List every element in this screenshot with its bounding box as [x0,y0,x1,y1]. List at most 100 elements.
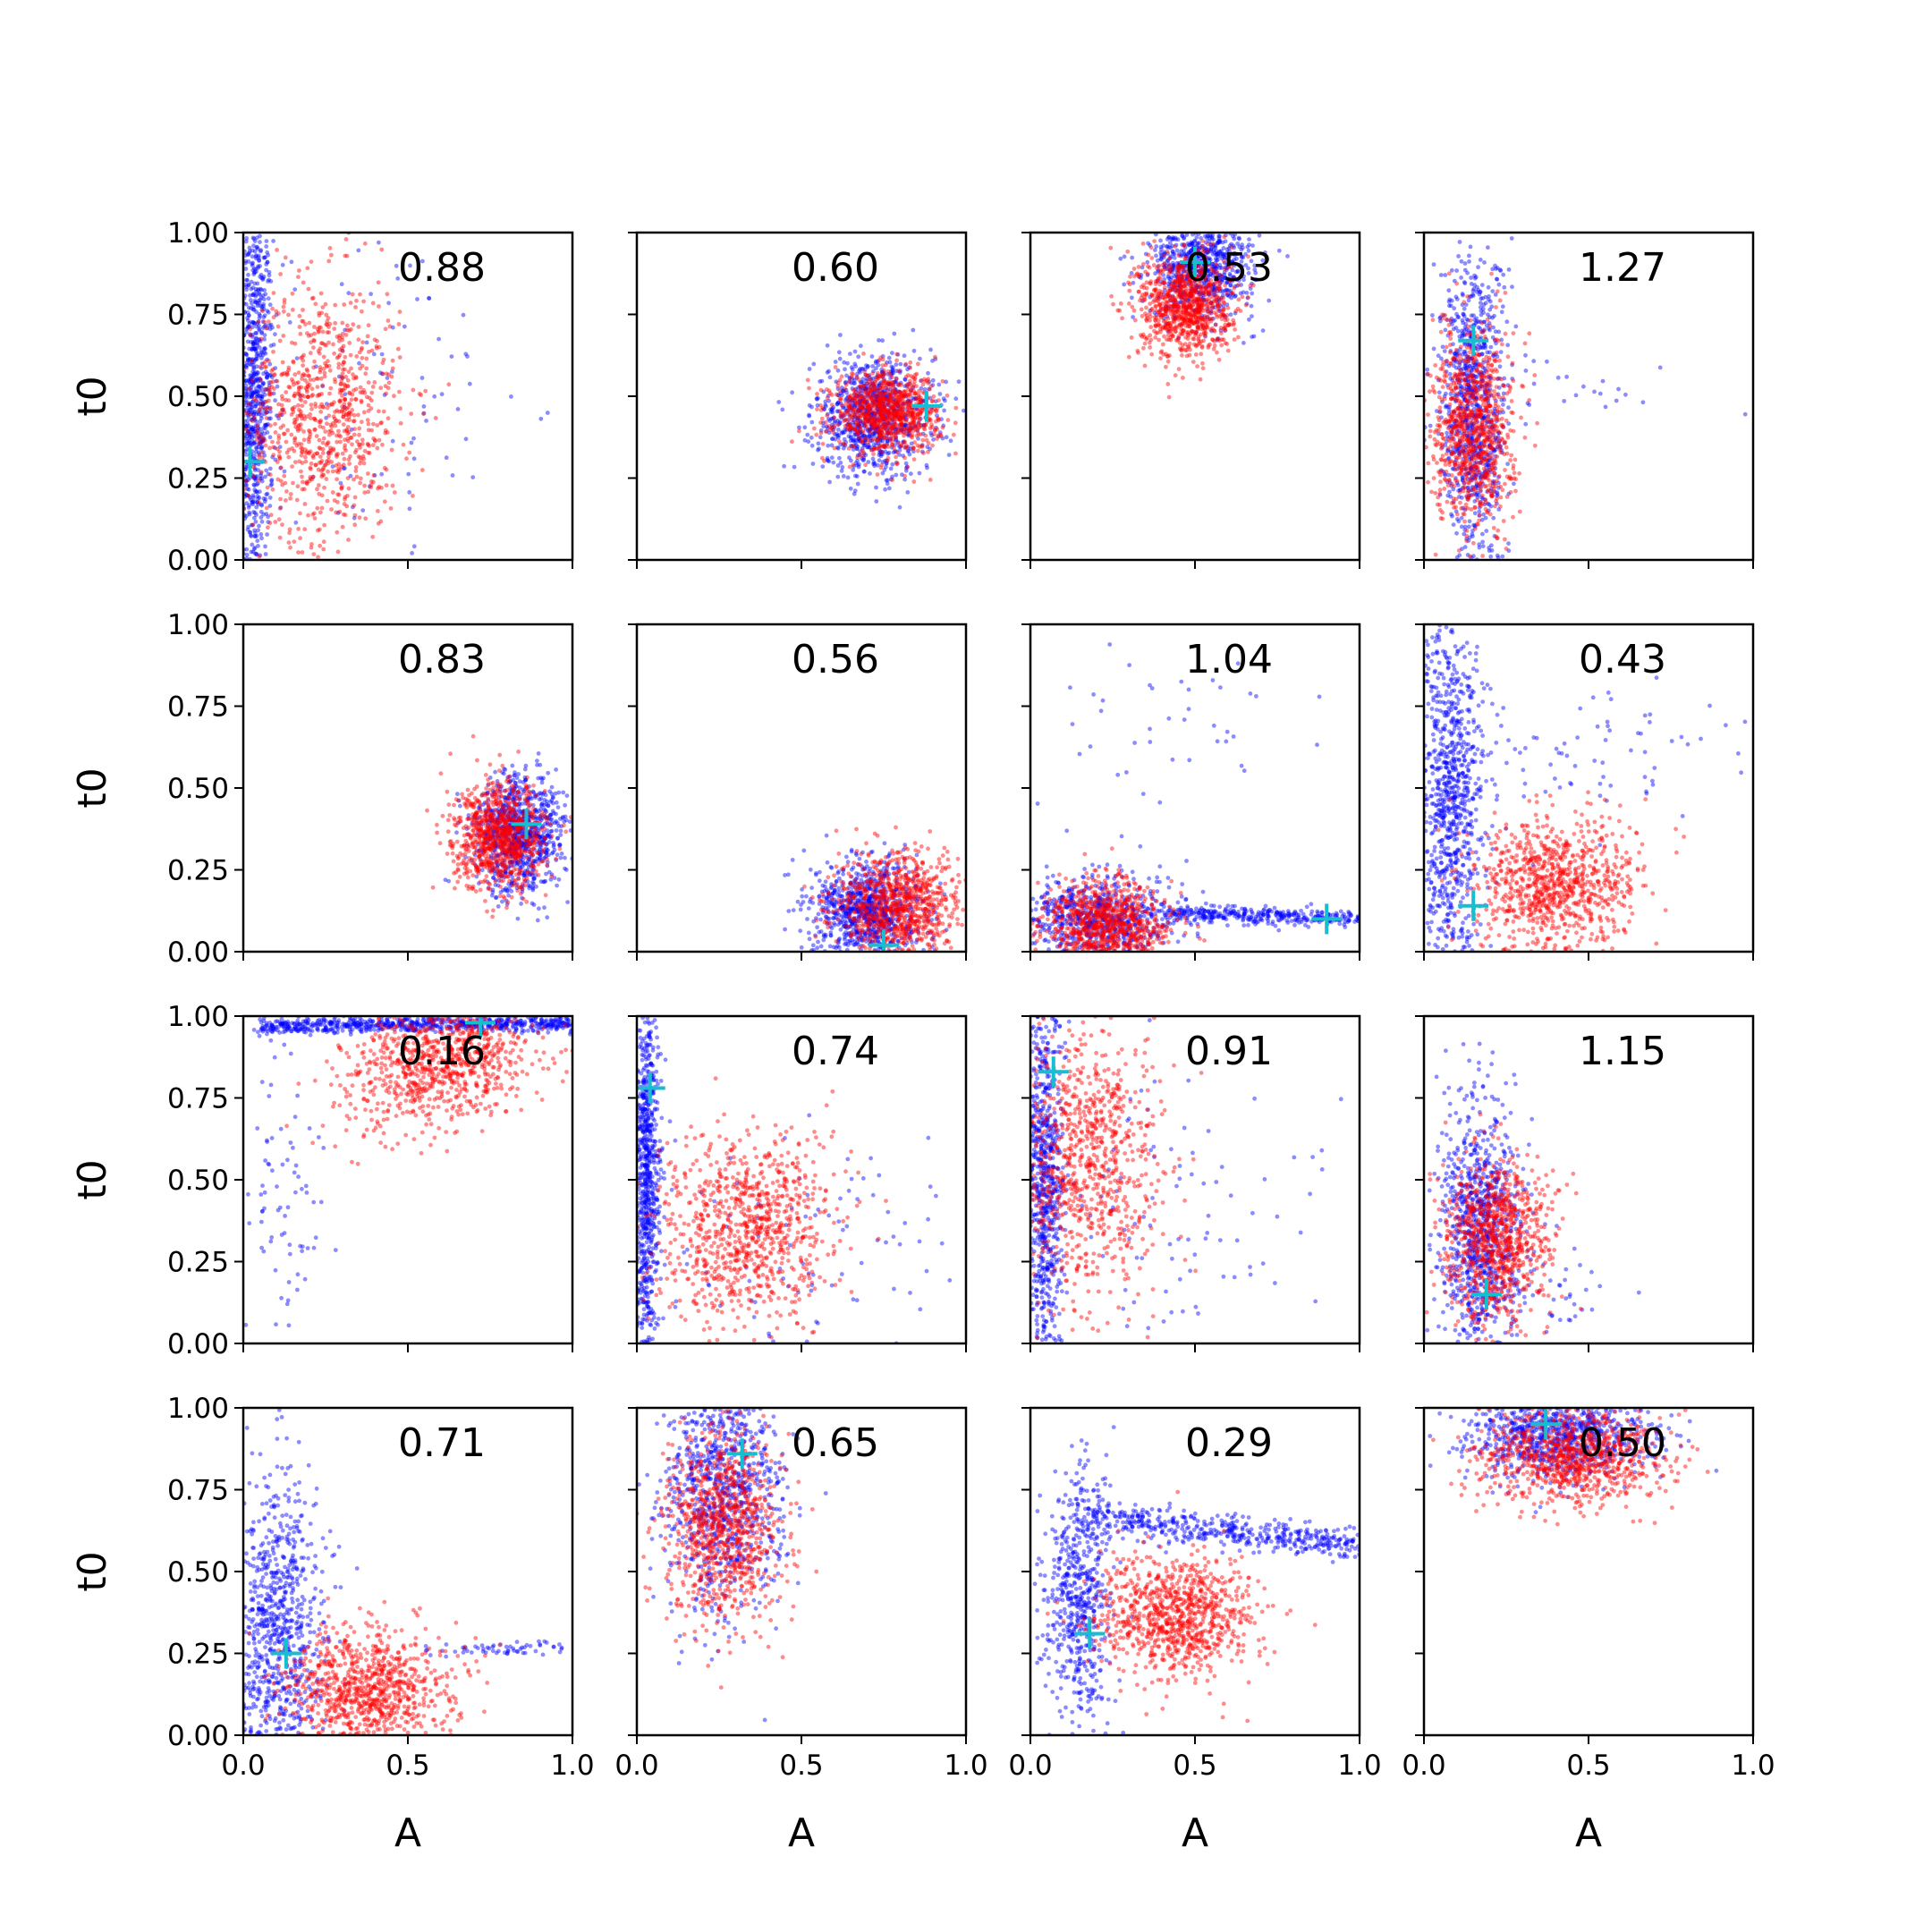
red-series-point [337,333,343,338]
blue-series-point [1205,262,1210,267]
red-series-point [267,392,272,397]
blue-series-point [851,409,856,414]
red-series-point [268,513,274,518]
blue-series-point [379,352,385,357]
blue-series-point [1240,242,1244,248]
red-series-point [918,411,923,417]
blue-series-point [895,382,901,387]
blue-series-point [928,347,933,352]
red-series-point [1205,302,1210,307]
blue-series-point [243,424,249,429]
red-series-point [900,420,904,426]
blue-series-point [253,300,258,305]
blue-series-point [1197,269,1202,274]
blue-series-point [267,373,273,378]
red-series-point [336,462,342,467]
red-series-point [914,433,919,438]
red-series-point [257,408,262,413]
red-series-point [264,399,268,404]
red-series-point [874,419,878,424]
blue-series-point [1237,244,1242,250]
blue-series-point [867,375,872,380]
blue-series-point [1249,303,1254,309]
blue-series-point [255,428,260,434]
red-series-point [264,364,268,369]
blue-series-point [834,379,839,385]
blue-series-point [249,428,254,433]
red-series-point [886,402,891,407]
red-series-point [297,325,302,329]
red-series-point [273,520,278,524]
blue-series-point [1130,295,1134,301]
red-series-point [818,402,823,408]
blue-series-point [1182,290,1187,295]
red-series-point [890,478,895,482]
blue-series-point [856,436,861,441]
red-series-point [897,407,902,411]
blue-series-point [869,427,873,432]
blue-series-point [251,307,257,312]
red-series-point [881,400,886,405]
red-series-point [899,422,904,427]
blue-series-point [941,396,946,402]
blue-series-point [298,394,303,399]
red-series-point [336,419,342,424]
red-series-point [300,416,304,421]
blue-series-point [1140,265,1145,270]
blue-series-point [1217,282,1223,286]
blue-series-point [835,463,841,468]
red-series-point [868,389,873,394]
blue-series-point [890,462,895,467]
blue-series-point [948,438,953,444]
blue-series-point [249,427,254,431]
blue-series-point [838,442,843,447]
red-series-point [307,374,311,378]
blue-series-point [840,465,845,470]
red-series-point [275,413,281,419]
blue-series-point [1162,265,1167,270]
blue-series-point [248,298,253,302]
blue-series-point [826,430,832,436]
red-series-point [838,411,843,416]
red-series-point [921,426,927,430]
red-series-point [320,451,326,455]
red-series-point [850,426,855,431]
blue-series-point [1198,290,1202,295]
blue-series-point [885,436,889,441]
blue-series-point [897,444,902,449]
red-series-point [326,325,331,329]
red-series-point [326,413,332,419]
red-series-point [870,418,875,423]
red-series-point [1165,292,1171,296]
red-series-point [917,415,922,420]
red-series-point [893,402,898,407]
blue-series-point [1189,265,1194,270]
red-series-point [857,395,862,401]
red-series-point [322,374,327,379]
red-series-point [885,442,889,447]
red-series-point [883,397,888,402]
blue-series-point [838,413,843,418]
blue-series-point [256,319,261,324]
blue-series-point [262,399,267,404]
blue-series-point [824,424,829,429]
blue-series-point [1193,308,1199,313]
blue-series-point [858,411,863,416]
blue-series-point [250,406,254,411]
red-series-point [270,439,275,445]
blue-series-point [862,443,867,448]
blue-series-point [244,360,250,365]
blue-series-point [891,370,895,376]
red-series-point [897,394,902,399]
blue-series-point [250,502,256,507]
red-series-point [358,480,362,486]
red-series-point [271,315,276,320]
red-series-point [885,436,890,441]
blue-series-point [874,499,879,504]
red-series-point [855,431,860,436]
red-series-point [305,331,309,335]
red-series-point [928,478,933,482]
blue-series-point [1210,237,1216,242]
blue-series-point [903,362,908,368]
red-series-point [1199,316,1205,320]
